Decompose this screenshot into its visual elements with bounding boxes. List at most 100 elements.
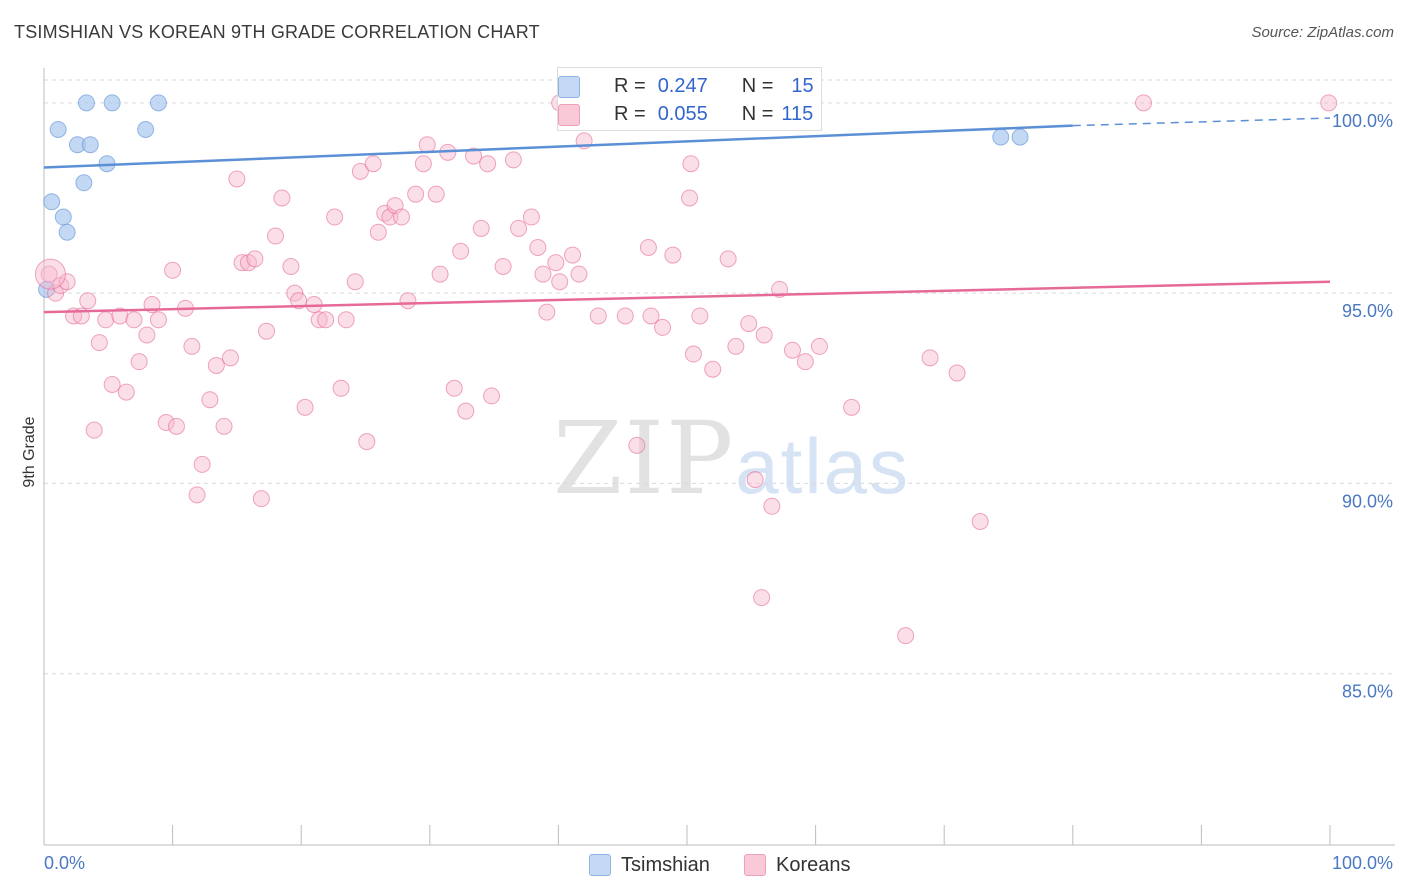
koreans-point: [1135, 94, 1153, 112]
bottom-legend-label-koreans: Koreans: [776, 853, 851, 876]
koreans-point: [97, 311, 115, 329]
koreans-point: [771, 280, 789, 298]
bottom-legend-swatch-tsimshian: [589, 854, 611, 876]
legend-swatch-koreans: [558, 104, 580, 126]
koreans-point: [589, 307, 607, 325]
koreans-point: [796, 353, 814, 371]
koreans-point: [452, 242, 470, 260]
tsimshian-point: [58, 223, 76, 241]
koreans-point: [457, 402, 475, 420]
koreans-point: [1320, 94, 1338, 112]
koreans-point: [691, 307, 709, 325]
koreans-point: [85, 421, 103, 439]
koreans-point: [364, 155, 382, 173]
legend-n-label: N =: [741, 74, 774, 97]
koreans-point: [326, 208, 344, 226]
koreans-point: [431, 265, 449, 283]
koreans-point: [551, 273, 569, 291]
koreans-point: [763, 497, 781, 515]
koreans-point: [351, 162, 369, 180]
koreans-point: [282, 257, 300, 275]
koreans-point: [286, 284, 304, 302]
koreans-point: [534, 265, 552, 283]
koreans-point: [522, 208, 540, 226]
legend-n-value: 115: [781, 102, 814, 125]
koreans-point: [332, 379, 350, 397]
tsimshian-point: [81, 136, 99, 154]
koreans-point: [971, 512, 989, 530]
koreans-point: [34, 258, 66, 290]
legend-swatch-tsimshian: [558, 76, 580, 98]
koreans-point: [257, 322, 275, 340]
tsimshian-point: [149, 94, 167, 112]
x-tick-label: 0.0%: [44, 853, 85, 873]
koreans-point: [207, 356, 225, 374]
tsimshian-point: [49, 120, 67, 138]
legend-row-koreans: R = 0.055 N = 115: [558, 101, 814, 127]
koreans-trendline: [43, 280, 1331, 314]
koreans-point: [681, 189, 699, 207]
koreans-point: [407, 185, 425, 203]
watermark-atlas: atlas: [735, 422, 911, 510]
koreans-point: [948, 364, 966, 382]
stats-legend: R = 0.247 N = 15 R = 0.055 N = 115: [557, 67, 822, 131]
koreans-point: [753, 589, 771, 607]
koreans-point: [246, 250, 264, 268]
y-tick-label: 95.0%: [1342, 301, 1393, 321]
koreans-point: [399, 292, 417, 310]
koreans-point: [628, 436, 646, 454]
koreans-point: [103, 375, 121, 393]
koreans-point: [337, 311, 355, 329]
koreans-point: [494, 257, 512, 275]
koreans-point: [427, 185, 445, 203]
koreans-point: [483, 387, 501, 405]
koreans-point: [642, 307, 660, 325]
chart-title: TSIMSHIAN VS KOREAN 9TH GRADE CORRELATIO…: [14, 22, 540, 42]
koreans-point: [414, 155, 432, 173]
koreans-point: [130, 353, 148, 371]
koreans-point: [843, 398, 861, 416]
legend-n-value: 15: [791, 74, 814, 97]
koreans-point: [538, 303, 556, 321]
tsimshian-point: [75, 174, 93, 192]
koreans-point: [215, 417, 233, 435]
koreans-point: [164, 261, 182, 279]
y-axis-title: 9th Grade: [21, 416, 38, 487]
koreans-point: [266, 227, 284, 245]
koreans-point: [346, 273, 364, 291]
koreans-point: [740, 315, 758, 333]
legend-n-label: N =: [741, 102, 774, 125]
koreans-point: [381, 208, 399, 226]
legend-r-value: 0.055: [657, 102, 708, 125]
koreans-point: [921, 349, 939, 367]
koreans-point: [746, 471, 764, 489]
koreans-point: [684, 345, 702, 363]
koreans-point: [90, 334, 108, 352]
watermark-zip: ZIP: [553, 400, 736, 517]
koreans-point: [157, 414, 175, 432]
watermark: ZIPatlas: [553, 400, 910, 517]
koreans-point: [897, 627, 915, 645]
bottom-legend-koreans: Koreans: [744, 852, 851, 878]
tsimshian-point: [77, 94, 95, 112]
koreans-point: [111, 307, 129, 325]
koreans-point: [317, 311, 335, 329]
y-tick-label: 85.0%: [1342, 682, 1393, 702]
legend-r-label: R =: [614, 102, 646, 125]
koreans-point: [40, 265, 58, 283]
source-label: Source: ZipAtlas.com: [1251, 24, 1394, 41]
tsimshian-point: [1011, 128, 1029, 146]
koreans-point: [188, 486, 206, 504]
koreans-point: [221, 349, 239, 367]
koreans-point: [125, 311, 143, 329]
koreans-point: [418, 136, 436, 154]
tsimshian-point: [54, 208, 72, 226]
koreans-point: [369, 223, 387, 241]
koreans-point: [201, 391, 219, 409]
koreans-point: [358, 433, 376, 451]
tsimshian-point: [43, 193, 61, 211]
koreans-point: [472, 219, 490, 237]
y-tick-label: 90.0%: [1342, 491, 1393, 511]
tsimshian-point: [992, 128, 1010, 146]
